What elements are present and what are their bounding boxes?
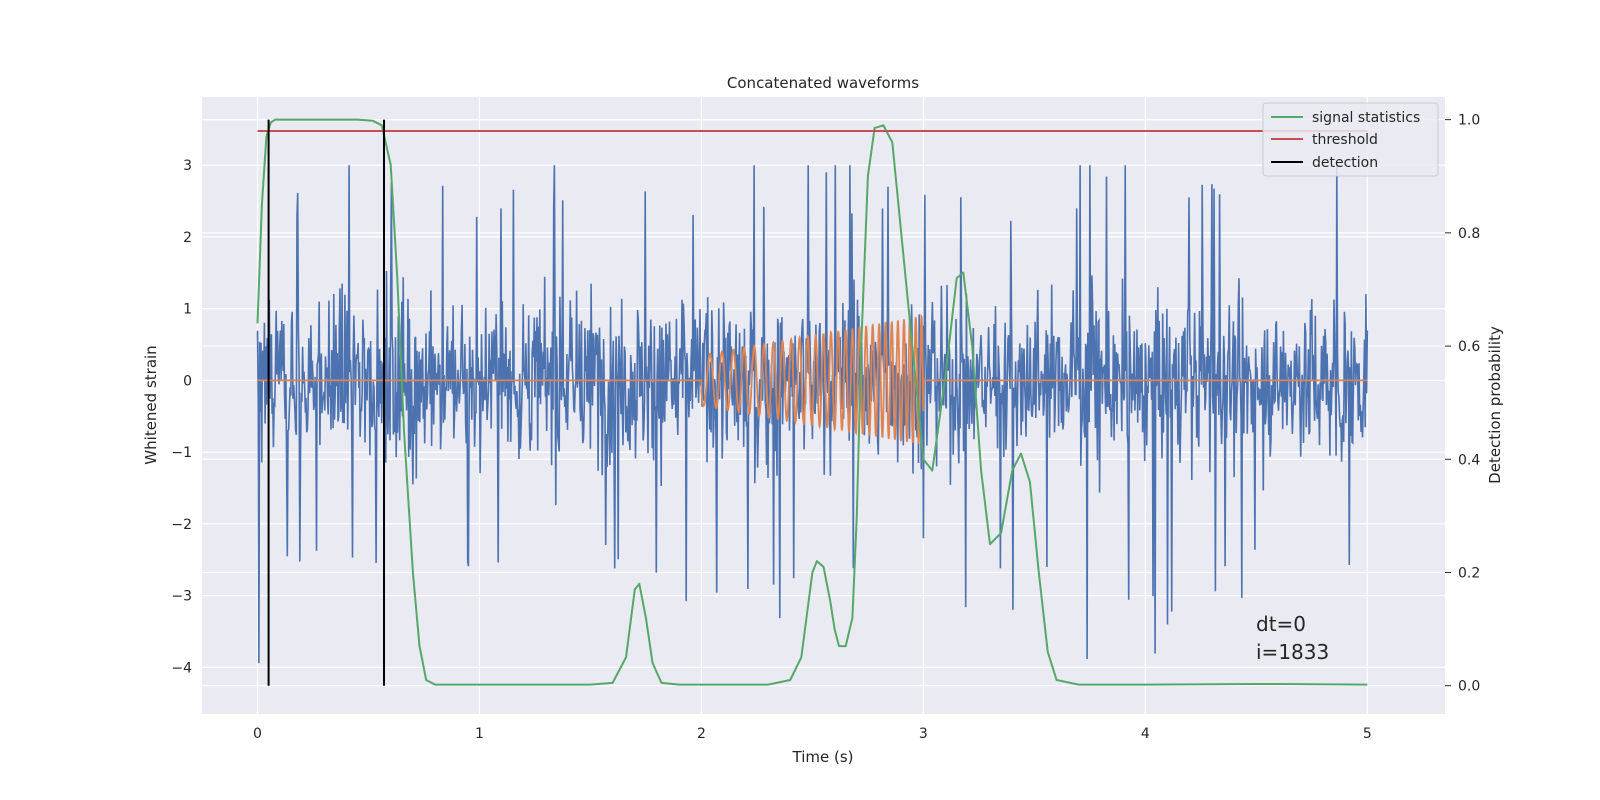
- legend-frame: [1262, 102, 1439, 177]
- y2-tick-label: 0.0: [1458, 679, 1480, 695]
- legend-item-detection: detection: [1271, 155, 1378, 171]
- y-tick-label: 2: [183, 230, 192, 246]
- legend-label-signal-statistics: signal statistics: [1312, 110, 1420, 126]
- signal-statistics-line: [256, 118, 1368, 686]
- legend-label-detection: detection: [1312, 155, 1378, 171]
- y2-tick-label: 0.6: [1458, 339, 1480, 355]
- y-axis-label: Whitened strain: [142, 345, 160, 464]
- y-tick-label: −2: [171, 517, 192, 533]
- y2-tick-label: 1.0: [1458, 113, 1480, 129]
- statistics-series: [256, 118, 1368, 686]
- legend-label-threshold: threshold: [1312, 132, 1378, 148]
- y-tick-label: 1: [183, 302, 192, 318]
- annotation-i: i=1833: [1256, 640, 1329, 664]
- y-tick-label: 0: [183, 373, 192, 389]
- x-tick-label: 4: [1141, 726, 1150, 742]
- y-axis-left: −4 −3 −2 −1 0 1 2 3: [171, 158, 192, 676]
- annotation-box: dt=0 i=1833: [1256, 612, 1329, 664]
- x-tick-label: 3: [919, 726, 928, 742]
- y-tick-label: −4: [171, 660, 192, 676]
- injected-signal-series: [257, 313, 1368, 445]
- y-tick-label: 3: [183, 158, 192, 174]
- y2-tick-label: 0.2: [1458, 565, 1480, 581]
- x-tick-label: 2: [697, 726, 706, 742]
- injected-signal-trace: [257, 313, 1368, 445]
- y-axis-right: 0.0 0.2 0.4 0.6 0.8 1.0: [1445, 113, 1480, 695]
- x-tick-label: 1: [475, 726, 484, 742]
- y2-tick-label: 0.4: [1458, 452, 1480, 468]
- noise-series: [256, 165, 1369, 664]
- noise-trace: [256, 165, 1369, 664]
- y2-tick-label: 0.8: [1458, 226, 1480, 242]
- y-tick-label: −3: [171, 589, 192, 605]
- annotation-dt: dt=0: [1256, 612, 1306, 636]
- x-tick-label: 0: [253, 726, 262, 742]
- x-axis-label: Time (s): [792, 748, 854, 766]
- legend: signal statistics threshold detection: [1262, 102, 1439, 177]
- x-axis: 0 1 2 3 4 5: [253, 726, 1372, 742]
- chart-title: Concatenated waveforms: [727, 74, 919, 92]
- legend-item-threshold: threshold: [1271, 132, 1378, 148]
- y2-axis-label: Detection probability: [1486, 326, 1504, 484]
- x-tick-label: 5: [1363, 726, 1372, 742]
- legend-item-signal-statistics: signal statistics: [1271, 110, 1420, 126]
- y-tick-label: −1: [171, 445, 192, 461]
